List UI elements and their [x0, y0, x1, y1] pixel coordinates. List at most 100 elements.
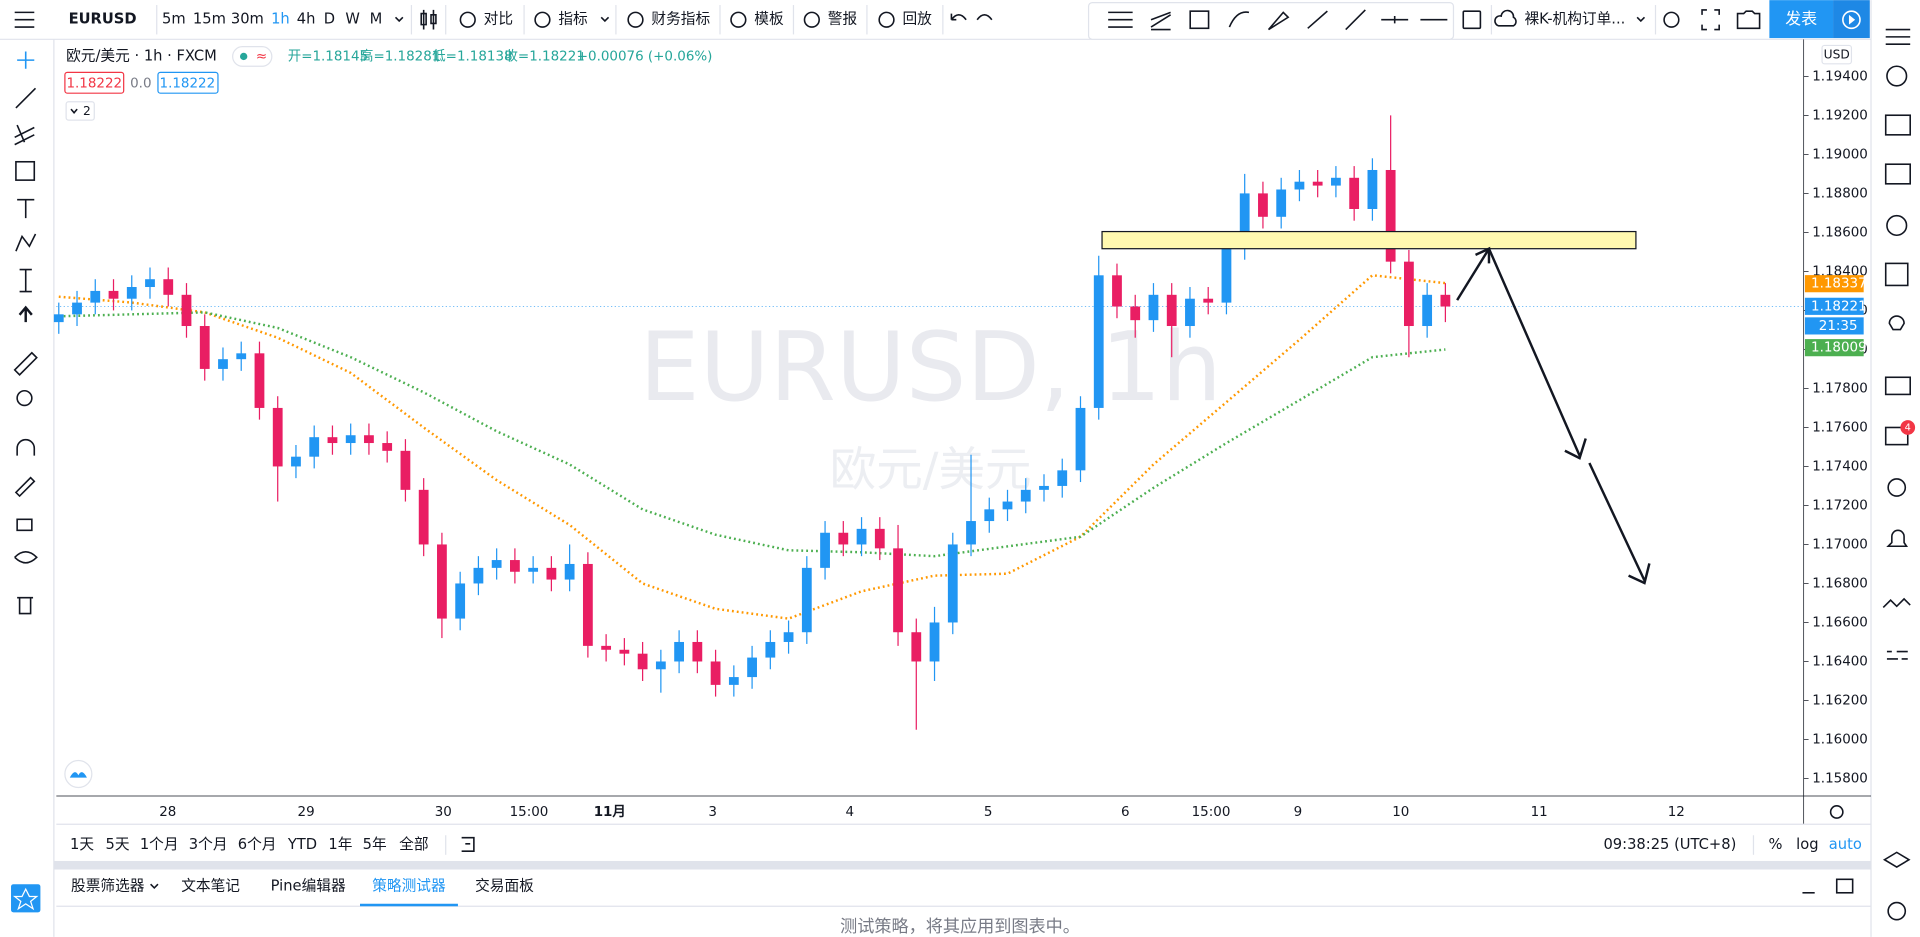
interval[interactable]: W [345, 11, 360, 28]
prediction[interactable] [19, 268, 32, 293]
range-button[interactable]: 6个月 [238, 836, 277, 853]
tool-pen[interactable] [1267, 11, 1290, 31]
range-button[interactable]: 1年 [328, 836, 352, 853]
buy-price[interactable]: 1.18222 [160, 76, 216, 91]
range-button[interactable]: 全部 [399, 835, 428, 853]
arrow-drawing[interactable] [1456, 246, 1651, 585]
fib[interactable] [14, 124, 35, 146]
indicator-count[interactable]: 2 [83, 104, 91, 118]
panel-tab[interactable]: 交易面板 [475, 877, 534, 895]
logo-button[interactable] [64, 759, 93, 789]
panel-tab[interactable]: 股票筛选器 [71, 878, 145, 895]
layout-name[interactable]: 裸K-机构订单... [1524, 11, 1625, 28]
chart-type-icon[interactable] [420, 9, 437, 30]
interval[interactable]: 5m [162, 11, 186, 28]
arrow-down-2[interactable] [1588, 462, 1651, 585]
buy-box[interactable] [157, 71, 219, 94]
cloud-icon[interactable] [1494, 9, 1517, 27]
settings[interactable] [1663, 11, 1680, 28]
watchlist[interactable] [1885, 28, 1911, 46]
panel-tab[interactable]: 策略测试器 [372, 878, 446, 895]
fullscreen[interactable] [1701, 9, 1720, 31]
zone-rectangle[interactable] [1101, 230, 1637, 250]
tool-hline[interactable] [1381, 16, 1409, 24]
ideas[interactable] [1888, 315, 1905, 331]
tool-ray[interactable] [1345, 9, 1366, 31]
currency-box[interactable] [1821, 44, 1853, 65]
visibility[interactable] [14, 550, 38, 564]
menu-icon[interactable] [14, 11, 35, 28]
sell-price[interactable]: 1.18222 [66, 76, 122, 91]
hotlists[interactable] [1886, 214, 1908, 237]
notifications[interactable] [1886, 529, 1909, 548]
settings-icon[interactable] [1829, 805, 1844, 819]
tab-caret[interactable] [150, 883, 159, 890]
watchlist-button[interactable] [11, 884, 41, 913]
toolbar-button[interactable]: 警报 [828, 11, 858, 28]
calendar[interactable] [1884, 262, 1909, 287]
trend-line[interactable] [15, 87, 37, 109]
interval[interactable]: 15m [193, 11, 226, 28]
tool-channel[interactable] [1150, 11, 1172, 31]
publish-label[interactable]: 发表 [1785, 9, 1817, 28]
range-button[interactable]: 1天 [70, 836, 94, 853]
button-icon[interactable] [803, 11, 820, 28]
news[interactable] [1884, 114, 1911, 136]
arrow-tool[interactable] [18, 305, 33, 323]
select-icon[interactable] [1462, 10, 1482, 30]
percent-toggle[interactable]: % [1769, 836, 1783, 853]
chats[interactable] [1884, 376, 1911, 396]
publish-button[interactable] [1769, 0, 1834, 39]
patterns[interactable] [15, 233, 37, 252]
interval-caret[interactable] [394, 16, 404, 23]
data-window[interactable] [1884, 163, 1911, 185]
tool-lines[interactable] [1108, 11, 1133, 28]
button-icon[interactable] [730, 11, 747, 28]
button-icon[interactable] [878, 11, 895, 28]
sell-box[interactable] [64, 71, 125, 94]
panel-tab[interactable]: 文本笔记 [181, 878, 240, 895]
layout-caret[interactable] [1636, 16, 1646, 23]
panel-tab[interactable]: Pine编辑器 [271, 878, 346, 895]
ruler[interactable] [13, 351, 38, 376]
toolbar-button[interactable]: 指标 [558, 11, 588, 28]
button-icon[interactable] [627, 11, 644, 28]
range-button[interactable]: 1个月 [140, 836, 179, 853]
zoom[interactable] [16, 389, 33, 407]
log-toggle[interactable]: log [1796, 836, 1818, 853]
arrow-down-1[interactable] [1487, 248, 1587, 460]
redo[interactable] [976, 14, 993, 21]
toolbar-button[interactable]: 对比 [484, 11, 513, 28]
interval[interactable]: 4h [297, 11, 316, 28]
toolbar-button[interactable]: 财务指标 [651, 11, 710, 28]
layers[interactable] [1882, 851, 1911, 868]
interval[interactable]: M [370, 11, 383, 28]
order-panel[interactable] [1886, 650, 1908, 660]
interval[interactable]: 30m [231, 11, 264, 28]
help[interactable] [1887, 901, 1907, 921]
goto-date[interactable] [461, 836, 475, 852]
magnet[interactable] [16, 438, 36, 456]
range-button[interactable]: 5年 [363, 836, 387, 853]
stay-drawing[interactable] [14, 476, 36, 498]
interval[interactable]: D [324, 11, 335, 28]
text-tool[interactable] [17, 198, 35, 219]
auto-toggle[interactable]: auto [1829, 836, 1862, 853]
alerts[interactable] [1886, 65, 1908, 87]
tool-rect[interactable] [1189, 10, 1210, 30]
toolbar-button[interactable]: 回放 [902, 11, 932, 28]
trading[interactable] [1882, 597, 1911, 609]
interval[interactable]: 1h [271, 11, 290, 28]
undo[interactable] [950, 13, 967, 21]
lock[interactable] [16, 518, 33, 532]
tool-trend[interactable] [1307, 10, 1328, 29]
crosshair[interactable] [17, 51, 35, 69]
indicator-caret-top[interactable] [600, 16, 610, 23]
range-button[interactable]: 5天 [106, 836, 130, 853]
support[interactable] [1887, 478, 1907, 497]
range-button[interactable]: YTD [287, 836, 317, 853]
toolbar-button[interactable]: 模板 [754, 10, 784, 28]
shapes[interactable] [15, 160, 36, 181]
indicator-toggle[interactable] [65, 101, 95, 121]
symbol[interactable]: EURUSD [69, 11, 137, 28]
